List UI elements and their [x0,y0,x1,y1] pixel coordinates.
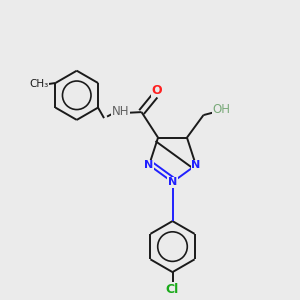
Text: N: N [168,177,177,187]
Text: O: O [151,84,162,97]
Text: OH: OH [212,103,230,116]
Text: Cl: Cl [166,283,179,296]
Text: N: N [145,160,154,170]
Text: N: N [191,160,200,170]
Text: CH₃: CH₃ [30,80,49,89]
Text: NH: NH [112,105,129,118]
